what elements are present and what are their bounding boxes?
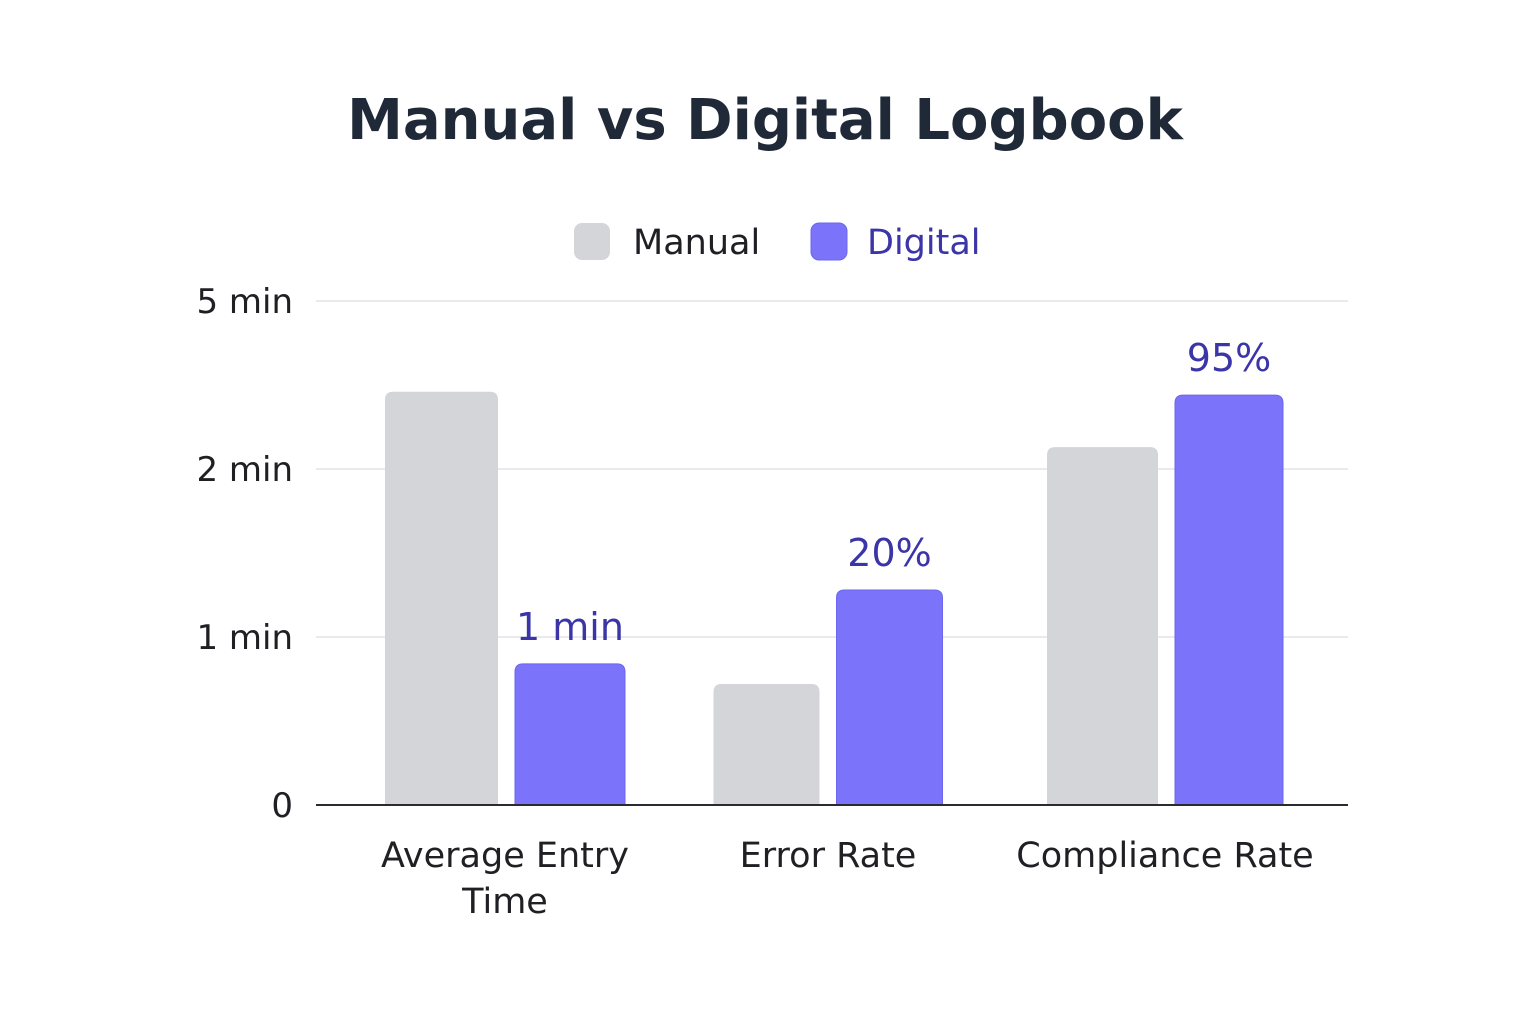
category-label: Compliance Rate xyxy=(1016,836,1313,876)
y-tick-label: 1 min xyxy=(196,618,293,658)
chart-title: Manual vs Digital Logbook xyxy=(347,88,1183,153)
data-label: 1 min xyxy=(516,605,624,649)
y-tick-label: 2 min xyxy=(196,450,293,490)
y-tick-label: 0 xyxy=(271,786,293,826)
bar-manual-1 xyxy=(713,684,820,805)
bar-digital-1 xyxy=(836,589,943,806)
category-label: Average Entry xyxy=(381,836,629,876)
legend-label-manual: Manual xyxy=(633,223,760,263)
bars xyxy=(385,391,1284,806)
data-label: 95% xyxy=(1187,336,1271,380)
bar-digital-2 xyxy=(1174,394,1284,806)
legend-swatch-digital xyxy=(810,222,848,261)
y-axis-ticks: 0 1 min 2 min 5 min xyxy=(196,282,293,826)
data-labels: 1 min 20% 95% xyxy=(516,336,1271,649)
legend: Manual Digital xyxy=(574,222,981,263)
legend-label-digital: Digital xyxy=(867,223,981,263)
category-label: Error Rate xyxy=(740,836,917,876)
category-labels: Average Entry Time Error Rate Compliance Ra… xyxy=(381,836,1314,922)
legend-swatch-manual xyxy=(574,223,610,260)
data-label: 20% xyxy=(847,531,931,575)
y-tick-label: 5 min xyxy=(196,282,293,322)
bar-digital-0 xyxy=(514,663,626,806)
category-label: Time xyxy=(461,882,548,922)
bar-manual-2 xyxy=(1047,447,1158,805)
bar-manual-0 xyxy=(385,391,498,805)
